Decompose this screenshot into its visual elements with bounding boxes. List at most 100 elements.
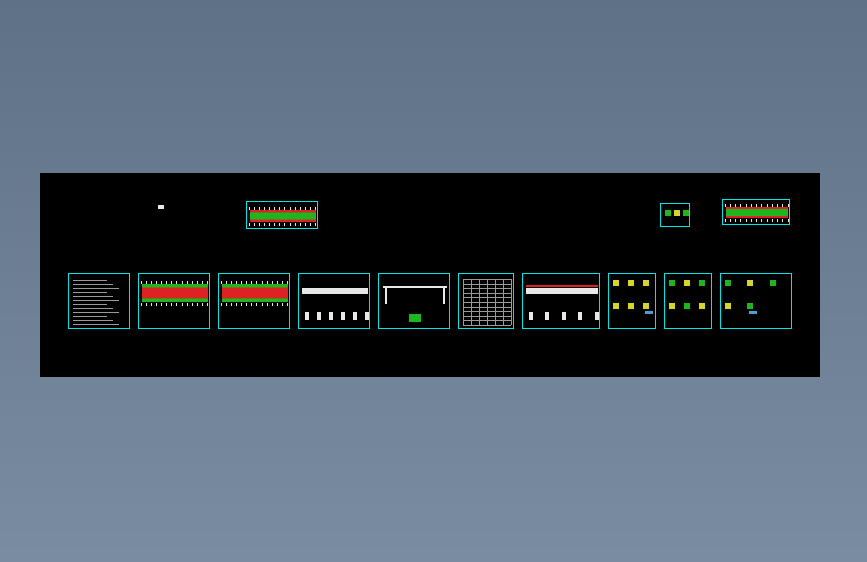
sheet-09[interactable] (664, 273, 712, 329)
tick (777, 204, 778, 207)
plan-bar (250, 210, 316, 222)
tick (146, 281, 147, 284)
tick (277, 303, 278, 306)
tick (788, 204, 789, 207)
tick (226, 281, 227, 284)
tick (221, 303, 222, 306)
tick (767, 204, 768, 207)
tick-row (249, 207, 317, 209)
top-detail-1[interactable] (660, 203, 690, 227)
detail (545, 312, 549, 320)
tick (735, 204, 736, 207)
tick-row (725, 204, 789, 206)
tick (171, 303, 172, 306)
tick (141, 303, 142, 306)
glyph (669, 303, 675, 309)
glyph (684, 303, 690, 309)
tick (207, 303, 208, 306)
tick (269, 207, 270, 210)
sheet-03[interactable] (218, 273, 290, 329)
beam (383, 286, 447, 288)
glyph (613, 303, 619, 309)
col (495, 279, 496, 325)
glyph (747, 280, 753, 286)
tick (187, 303, 188, 306)
tick (772, 219, 773, 222)
sheet-06[interactable] (458, 273, 514, 329)
tick-row (221, 303, 289, 305)
top-plan-1[interactable] (246, 201, 318, 229)
glyph (770, 280, 776, 286)
tick (254, 223, 255, 226)
tick (246, 281, 247, 284)
tick (264, 223, 265, 226)
tick (295, 223, 296, 226)
row (463, 325, 511, 326)
tick-row (249, 223, 317, 225)
sheet-04[interactable] (298, 273, 370, 329)
tick (182, 303, 183, 306)
top-plan-2[interactable] (722, 199, 790, 225)
tick (279, 207, 280, 210)
detail (329, 312, 333, 320)
glyph (725, 280, 731, 286)
text-line (73, 288, 119, 289)
tick (730, 204, 731, 207)
tick (725, 219, 726, 222)
tick (315, 223, 316, 226)
tick (756, 219, 757, 222)
glyph (613, 280, 619, 286)
tick (176, 281, 177, 284)
viewport (0, 0, 867, 562)
tick (151, 303, 152, 306)
col (385, 286, 387, 304)
glyph (674, 210, 680, 216)
glyph (628, 303, 634, 309)
tick (249, 207, 250, 210)
tick (315, 207, 316, 210)
glyph (628, 280, 634, 286)
tick (231, 281, 232, 284)
sheet-05[interactable] (378, 273, 450, 329)
text-line (73, 308, 113, 309)
origin-mark (158, 205, 164, 209)
tick (251, 281, 252, 284)
sheet-02[interactable] (138, 273, 210, 329)
tick-row (141, 281, 209, 283)
tick (161, 303, 162, 306)
glyph (749, 311, 757, 314)
sheet-01[interactable] (68, 273, 130, 329)
tick (249, 223, 250, 226)
text-line (73, 304, 107, 305)
tick (310, 223, 311, 226)
tick (269, 223, 270, 226)
text-line (73, 316, 107, 317)
tick (236, 281, 237, 284)
text-line (73, 320, 113, 321)
tick (197, 303, 198, 306)
tick (300, 223, 301, 226)
glyph (643, 280, 649, 286)
text-line (73, 312, 119, 313)
plan-bar (222, 284, 288, 302)
tick (156, 303, 157, 306)
tick (141, 281, 142, 284)
tick (192, 303, 193, 306)
tick (197, 281, 198, 284)
detail (341, 312, 345, 320)
tick (231, 303, 232, 306)
truss (302, 288, 368, 294)
tick (241, 303, 242, 306)
sheet-07[interactable] (522, 273, 600, 329)
tick (166, 281, 167, 284)
col (487, 279, 488, 325)
sheet-10[interactable] (720, 273, 792, 329)
tick (725, 204, 726, 207)
sheet-08[interactable] (608, 273, 656, 329)
glyph (747, 303, 753, 309)
tick (176, 303, 177, 306)
tick (264, 207, 265, 210)
cad-canvas[interactable] (40, 173, 820, 377)
tick (166, 303, 167, 306)
tick (761, 204, 762, 207)
